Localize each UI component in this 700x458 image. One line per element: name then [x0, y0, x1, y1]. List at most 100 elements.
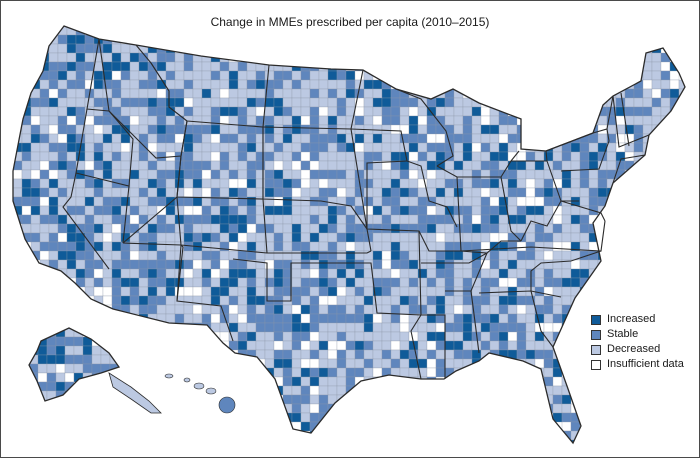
county-cell	[543, 259, 554, 270]
county-cell	[57, 34, 68, 45]
county-cell	[408, 187, 419, 198]
county-cell	[354, 286, 365, 297]
county-cell	[372, 340, 383, 351]
county-cell	[390, 313, 401, 324]
county-cell	[57, 160, 68, 171]
county-cell	[75, 115, 86, 126]
county-cell	[390, 151, 401, 162]
county-cell	[399, 196, 410, 207]
county-cell	[480, 115, 491, 126]
county-cell	[165, 259, 176, 270]
county-cell	[111, 205, 122, 216]
county-cell	[561, 178, 572, 189]
county-cell	[588, 169, 599, 180]
county-cell	[129, 232, 140, 243]
county-cell	[138, 160, 149, 171]
county-cell	[435, 151, 446, 162]
county-cell	[471, 286, 482, 297]
county-cell	[138, 187, 149, 198]
county-cell	[300, 88, 311, 99]
county-cell	[30, 232, 41, 243]
county-cell	[453, 331, 464, 342]
county-cell	[309, 151, 320, 162]
county-cell	[570, 286, 581, 297]
county-cell	[201, 124, 212, 135]
county-cell	[597, 259, 608, 270]
county-cell	[336, 259, 347, 270]
county-cell	[13, 178, 14, 189]
county-cell	[273, 268, 284, 279]
county-cell	[552, 214, 563, 225]
county-cell	[129, 196, 140, 207]
county-cell	[336, 106, 347, 117]
county-cell	[345, 214, 356, 225]
county-cell	[417, 295, 428, 306]
county-cell	[381, 88, 392, 99]
county-cell	[129, 142, 140, 153]
county-cell	[435, 133, 446, 144]
county-cell	[579, 232, 590, 243]
county-cell	[381, 115, 392, 126]
county-cell	[30, 241, 41, 252]
county-cell	[516, 214, 527, 225]
county-cell	[453, 142, 464, 153]
county-cell	[273, 331, 284, 342]
conus-outline	[12, 25, 686, 445]
county-cell	[46, 354, 57, 365]
county-cell	[228, 178, 239, 189]
county-cell	[426, 223, 437, 234]
county-cell	[219, 88, 230, 99]
county-cell	[507, 295, 518, 306]
county-cell	[246, 340, 257, 351]
county-cell	[318, 295, 329, 306]
county-cell	[48, 106, 59, 117]
county-cell	[210, 169, 221, 180]
county-cell	[129, 250, 140, 261]
county-cell	[516, 349, 527, 360]
state-border	[122, 185, 130, 244]
county-cell	[408, 367, 419, 378]
county-cell	[282, 70, 293, 81]
county-cell	[201, 214, 212, 225]
county-cell	[651, 61, 662, 72]
county-cell	[255, 160, 266, 171]
county-cell	[300, 61, 311, 72]
county-cell	[246, 313, 257, 324]
county-cell	[57, 142, 68, 153]
county-cell	[525, 205, 536, 216]
county-cell	[426, 214, 437, 225]
county-cell	[183, 106, 194, 117]
county-cell	[282, 385, 293, 396]
county-cell	[129, 115, 140, 126]
county-cell	[111, 61, 122, 72]
county-cell	[462, 205, 473, 216]
county-cell	[462, 250, 473, 261]
county-cell	[192, 214, 203, 225]
county-cell	[57, 250, 68, 261]
county-cell	[633, 61, 644, 72]
county-cell	[309, 385, 320, 396]
county-cell	[120, 88, 131, 99]
county-cell	[120, 106, 131, 117]
county-cell	[291, 133, 302, 144]
county-cell	[111, 79, 122, 90]
county-cell	[120, 223, 131, 234]
county-cell	[462, 304, 473, 315]
county-cell	[102, 169, 113, 180]
county-cell	[156, 115, 167, 126]
county-cell	[507, 259, 518, 270]
county-cell	[498, 133, 509, 144]
state-border	[366, 160, 461, 252]
county-cell	[489, 160, 500, 171]
county-cell	[84, 151, 95, 162]
county-cell	[543, 268, 554, 279]
county-cell	[264, 322, 275, 333]
county-cell	[201, 277, 212, 288]
county-cell	[336, 133, 347, 144]
county-cell	[30, 169, 41, 180]
county-cell	[201, 151, 212, 162]
county-cell	[282, 151, 293, 162]
county-cell	[111, 133, 122, 144]
hawaii-island	[205, 387, 217, 395]
county-cell	[408, 133, 419, 144]
